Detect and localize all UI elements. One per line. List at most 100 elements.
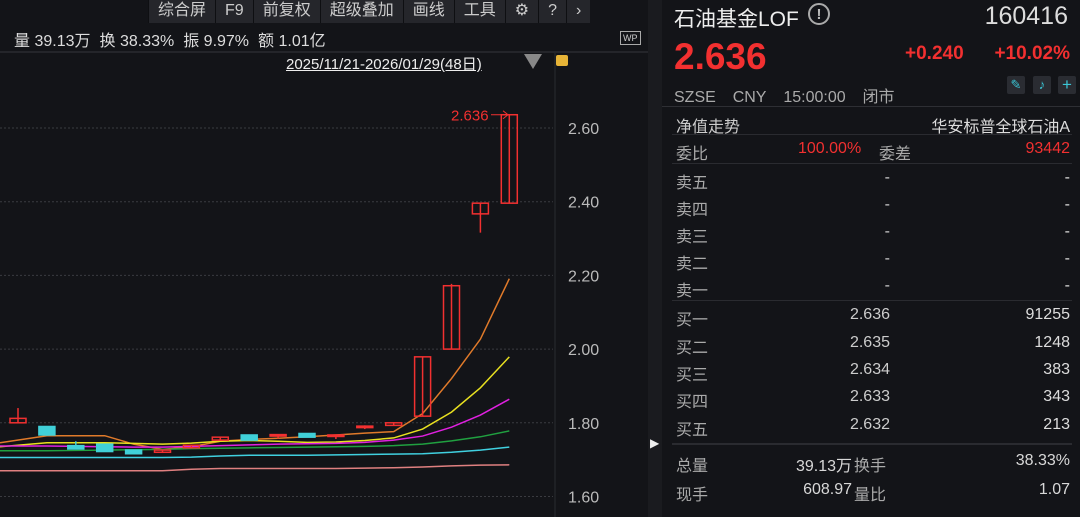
ask-volume: -: [1064, 169, 1070, 186]
candle-body: [182, 444, 201, 449]
bid-label: 买三: [676, 367, 709, 384]
stat-amplitude: 振 9.97%: [183, 33, 250, 50]
chevron-right-icon[interactable]: ›: [566, 0, 591, 23]
date-range-selector[interactable]: 2025/11/21-2026/01/29(48日): [286, 56, 482, 73]
quote-time: 15:00:00: [783, 89, 846, 106]
ratio-value: 100.00%: [798, 140, 862, 157]
ask-row[interactable]: 卖一 - -: [676, 277, 1070, 304]
y-tick-label: 2.00: [568, 342, 599, 359]
diff-label: 委差: [879, 146, 912, 163]
moving-average-line: [0, 446, 510, 459]
ask-row[interactable]: 卖二 - -: [676, 250, 1070, 277]
y-tick-label: 1.60: [568, 490, 599, 507]
bid-price: 2.636: [849, 306, 890, 323]
dropdown-arrow-icon[interactable]: [524, 54, 542, 69]
y-tick-label: 2.60: [568, 121, 599, 138]
stat-volume: 量 39.13万: [14, 33, 91, 50]
last-price: 2.636: [674, 36, 767, 77]
stat-amount: 额 1.01亿: [258, 33, 326, 50]
ask-label: 卖二: [676, 256, 709, 273]
edit-icon[interactable]: ✎: [1007, 76, 1025, 94]
ask-row[interactable]: 卖四 - -: [676, 196, 1070, 223]
candle-body: [298, 432, 316, 438]
security-code: 160416: [984, 2, 1068, 30]
toolbar-adjust-button[interactable]: 前复权: [252, 0, 320, 23]
summary-value: 1.07: [1038, 481, 1070, 498]
last-price-marker: 2.636: [451, 108, 489, 125]
ask-price: -: [884, 250, 890, 267]
chart-toolbar: 综合屏 F9 前复权 超级叠加 画线 工具 ⚙ ? ›: [148, 0, 591, 23]
warning-icon[interactable]: !: [808, 3, 830, 25]
chart-info-bar: 量 39.13万换 38.33% 振 9.97% 额 1.01亿 WP: [0, 23, 648, 53]
toolbar-overview-button[interactable]: 综合屏: [148, 0, 216, 23]
toolbar-f9-button[interactable]: F9: [215, 0, 253, 23]
candle-body: [67, 444, 85, 450]
ask-row[interactable]: 卖五 - -: [676, 169, 1070, 196]
fund-name: 华安标普全球石油A: [931, 119, 1070, 136]
bid-row[interactable]: 买一 2.636 91255: [676, 306, 1070, 333]
summary-label: 换手: [854, 458, 887, 475]
price-change-pct: +10.02%: [994, 43, 1070, 64]
toolbar-draw-button[interactable]: 画线: [402, 0, 454, 23]
summary-label: 总量: [676, 458, 709, 475]
bid-label: 买二: [676, 340, 709, 357]
bid-row[interactable]: 买二 2.635 1248: [676, 334, 1070, 361]
candle-body: [442, 284, 461, 350]
bid-volume: 1248: [1034, 334, 1070, 351]
candle-body: [356, 425, 374, 429]
bell-icon[interactable]: ♪: [1033, 76, 1051, 94]
ask-volume: -: [1064, 196, 1070, 213]
wp-icon[interactable]: WP: [620, 31, 641, 45]
expand-arrow-icon[interactable]: ▶: [650, 436, 660, 450]
kline-chart[interactable]: 2.60 2.40 2.20 2.00 1.80 1.60 2.636: [0, 0, 648, 517]
bid-volume: 213: [1043, 416, 1070, 433]
ask-label: 卖一: [676, 283, 709, 300]
market-status: 闭市: [862, 89, 895, 106]
ask-price: -: [884, 277, 890, 294]
ask-price: -: [884, 223, 890, 240]
exchange: SZSE: [674, 89, 716, 106]
summary-value: 39.13万: [795, 458, 852, 475]
candle-body: [95, 443, 114, 453]
diff-value: 93442: [1025, 140, 1071, 157]
price-change: +0.240: [905, 43, 964, 64]
candle-body: [211, 436, 230, 441]
add-icon[interactable]: +: [1058, 76, 1076, 94]
bid-label: 买一: [676, 312, 709, 329]
bid-label: 买五: [676, 422, 709, 439]
ask-volume: -: [1064, 223, 1070, 240]
toolbar-tools-button[interactable]: 工具: [453, 0, 505, 23]
bid-volume: 383: [1043, 361, 1070, 378]
ask-label: 卖五: [676, 175, 709, 192]
bid-row[interactable]: 买四 2.633 343: [676, 388, 1070, 415]
bid-row[interactable]: 买五 2.632 213: [676, 416, 1070, 443]
candle-body: [413, 356, 432, 417]
help-icon[interactable]: ?: [538, 0, 566, 23]
candle-body: [9, 417, 27, 424]
bid-volume: 343: [1043, 388, 1070, 405]
candle-body: [240, 434, 258, 441]
ratio-label: 委比: [676, 146, 709, 163]
lock-icon[interactable]: [556, 55, 568, 66]
y-tick-label: 1.80: [568, 416, 599, 433]
candle-body: [269, 433, 287, 437]
settings-icon[interactable]: ⚙: [504, 0, 539, 23]
ask-volume: -: [1064, 250, 1070, 267]
moving-average-line: [0, 464, 510, 472]
summary-row: 现手 608.97 量比 1.07: [676, 481, 1070, 508]
toolbar-overlay-button[interactable]: 超级叠加: [319, 0, 403, 23]
summary-label: 量比: [854, 487, 887, 504]
moving-average-line: [0, 356, 510, 448]
ask-volume: -: [1064, 277, 1070, 294]
bid-row[interactable]: 买三 2.634 383: [676, 361, 1070, 388]
ask-row[interactable]: 卖三 - -: [676, 223, 1070, 250]
candle-body: [153, 449, 172, 454]
panel-divider[interactable]: ▶: [648, 0, 662, 517]
nav-trend-link[interactable]: 净值走势: [676, 119, 741, 136]
marker-arrow-icon: [491, 110, 509, 120]
bid-price: 2.632: [849, 416, 890, 433]
bid-label: 买四: [676, 394, 709, 411]
quote-panel: 石油基金LOF ! 160416 2.636 +0.240 +10.02% SZ…: [662, 0, 1080, 517]
bid-price: 2.634: [849, 361, 890, 378]
ask-label: 卖四: [676, 202, 709, 219]
